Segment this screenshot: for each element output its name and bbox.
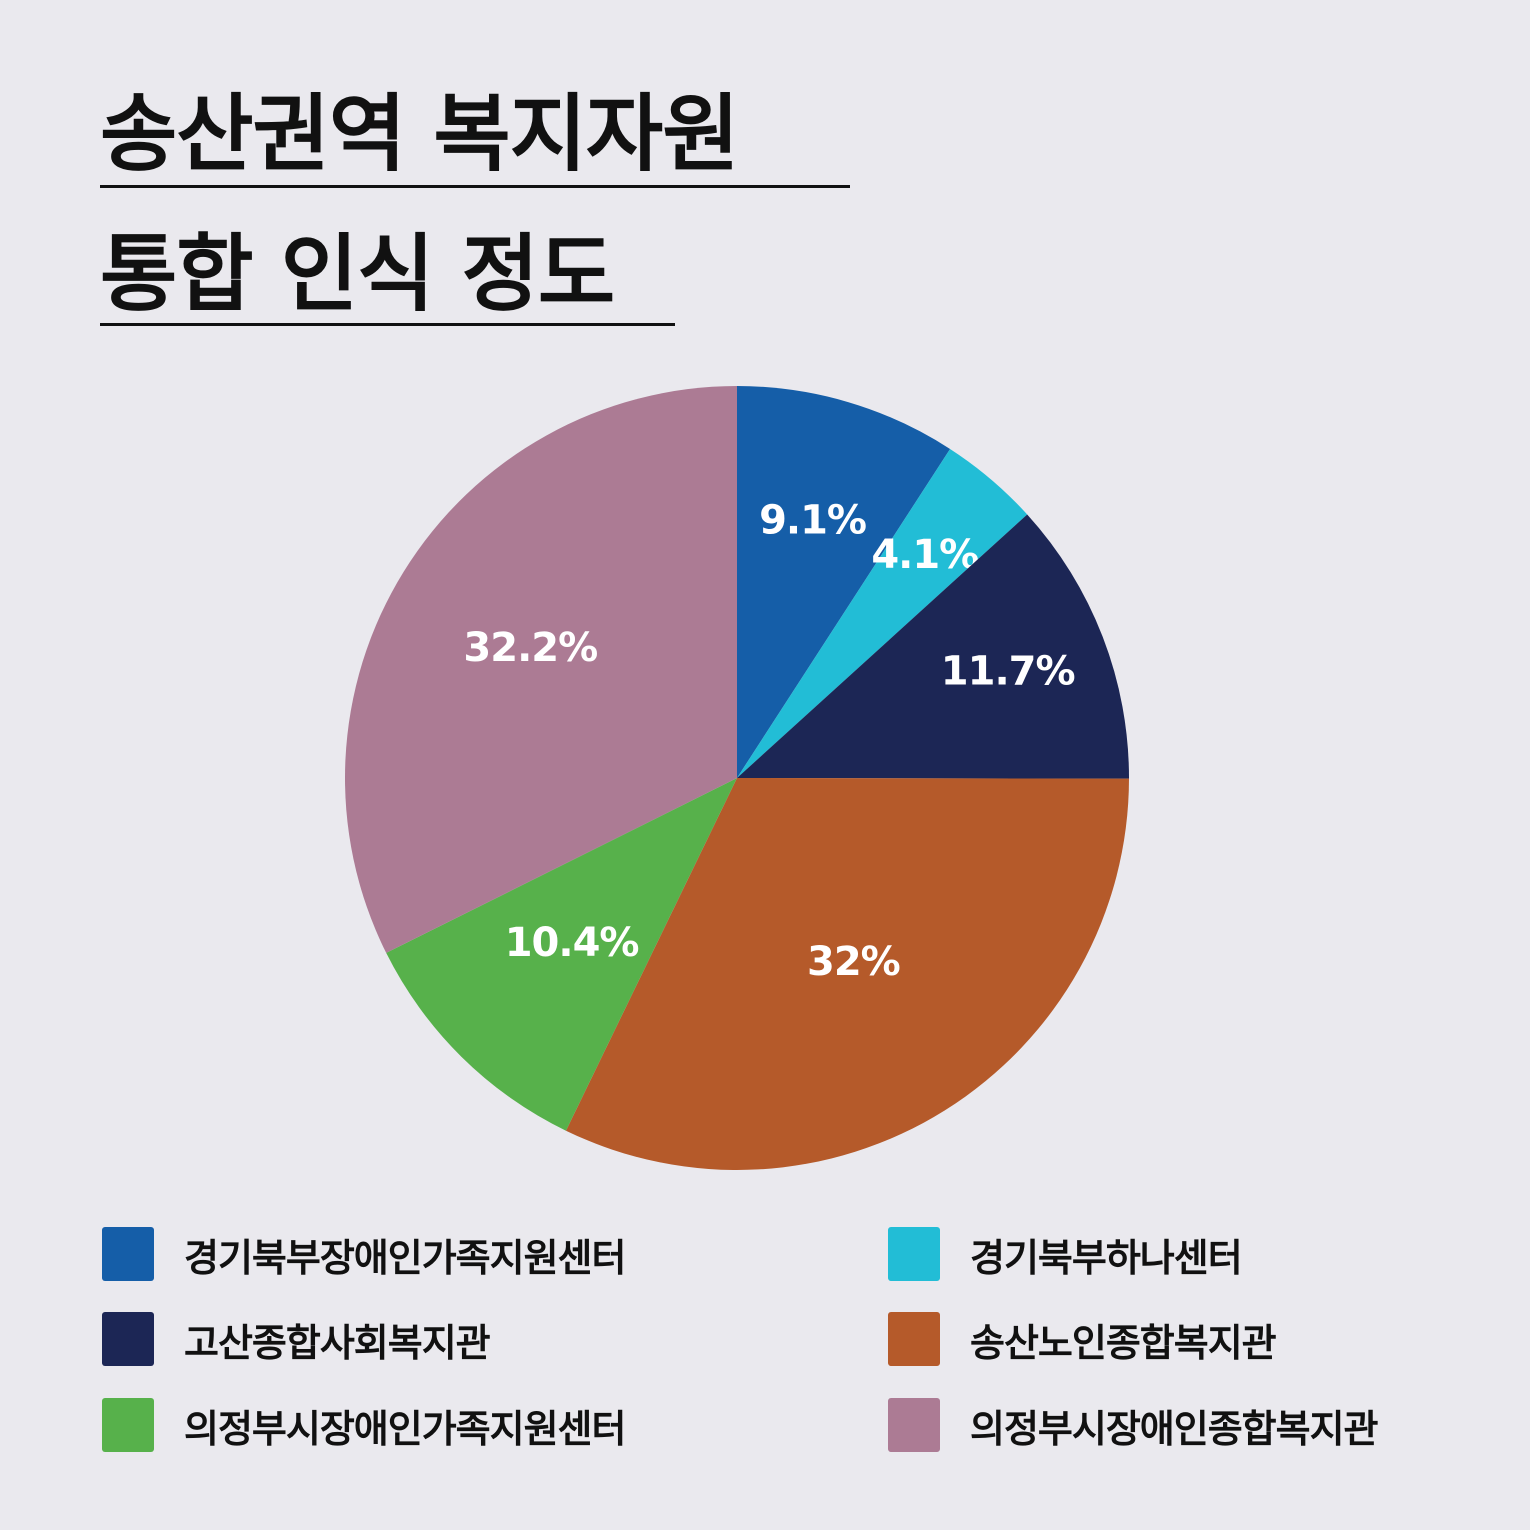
legend-label: 송산노인종합복지관 [970, 1320, 1277, 1365]
legend-swatch [102, 1227, 154, 1281]
legend-label: 의정부시장애인종합복지관 [970, 1406, 1379, 1451]
legend-item: 의정부시장애인가족지원센터 [102, 1397, 626, 1453]
pie-slice-label-4: 32% [807, 939, 900, 985]
title-underline-2 [100, 323, 675, 326]
pie-slice-label-5: 10.4% [505, 920, 639, 966]
pie-slice-label-3: 11.7% [941, 649, 1075, 695]
pie-slice-5 [386, 778, 737, 1131]
legend-label: 경기북부장애인가족지원센터 [184, 1235, 626, 1280]
pie-slice-4 [565, 778, 1129, 1170]
pie-slice-1 [737, 386, 951, 778]
legend-item: 의정부시장애인종합복지관 [888, 1397, 1379, 1453]
pie-slice-label-6: 32.2% [463, 625, 597, 671]
pie-slice-label-1: 9.1% [759, 497, 866, 543]
legend-item: 경기북부장애인가족지원센터 [102, 1226, 626, 1282]
legend-item: 송산노인종합복지관 [888, 1311, 1277, 1367]
legend-item: 경기북부하나센터 [888, 1226, 1243, 1282]
legend-swatch [102, 1398, 154, 1452]
pie-slice-6 [345, 386, 737, 953]
legend-label: 경기북부하나센터 [970, 1235, 1243, 1280]
legend-item: 고산종합사회복지관 [102, 1311, 491, 1367]
title-underline-1 [100, 185, 850, 188]
pie-slice-label-2: 4.1% [871, 532, 978, 578]
chart-title-line-2: 통합 인식 정도 [100, 225, 615, 323]
legend-swatch [888, 1312, 940, 1366]
pie-slice-3 [737, 514, 1129, 779]
pie-slice-2 [737, 448, 1028, 778]
legend-label: 의정부시장애인가족지원센터 [184, 1406, 626, 1451]
pie-chart: 9.1%4.1% 11.7% 32% 10.4% 32.2% [345, 386, 1129, 1170]
legend-label: 고산종합사회복지관 [184, 1320, 491, 1365]
chart-title-line-1: 송산권역 복지자원 [100, 85, 739, 183]
legend-swatch [888, 1398, 940, 1452]
legend-swatch [102, 1312, 154, 1366]
legend-swatch [888, 1227, 940, 1281]
